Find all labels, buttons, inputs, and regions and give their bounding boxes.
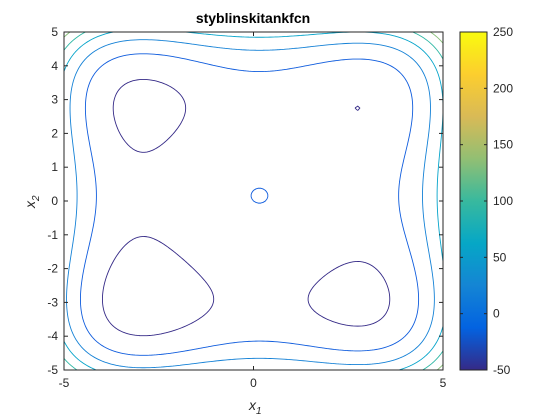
colorbar-tick-label: 250 [493, 25, 513, 39]
y-tick-label: 1 [51, 160, 58, 174]
colorbar-ticks: 250 200 150 100 50 0 -50 [460, 25, 513, 377]
contour-level-200 [64, 32, 443, 370]
colorbar [459, 31, 488, 371]
y-tick-label: -1 [47, 228, 58, 242]
y-tick-label: -2 [47, 262, 58, 276]
colorbar-tick-label: 200 [493, 81, 513, 95]
chart-title: styblinskitankfcn [196, 10, 310, 26]
colorbar-tick-label: 50 [493, 250, 507, 264]
y-tick-label: 2 [51, 126, 58, 140]
x-tick-label: 0 [250, 376, 257, 390]
contour-level-0 [79, 53, 420, 356]
colorbar-tick-label: 0 [493, 307, 500, 321]
contour-level-150 [64, 32, 443, 370]
y-tick-label: -4 [47, 329, 58, 343]
x-axis-ticks: -5 0 5 [59, 32, 447, 390]
x-tick-label: 5 [440, 376, 447, 390]
contour-level--50 [101, 79, 391, 337]
y-axis-ticks: 5 4 3 2 1 0 -1 -2 -3 -4 -5 [47, 25, 443, 377]
colorbar-tick-label: 150 [493, 138, 513, 152]
contour-level-50 [66, 39, 435, 369]
y-tick-label: -3 [47, 295, 58, 309]
colorbar-tick-label: 100 [493, 194, 513, 208]
y-tick-label: 0 [51, 194, 58, 208]
x-axis-label: x1 [248, 397, 262, 417]
y-axis-label: x2 [22, 195, 42, 209]
y-tick-label: 3 [51, 93, 58, 107]
y-tick-label: 5 [51, 25, 58, 39]
colorbar-tick-label: -50 [493, 363, 511, 377]
y-tick-label: -5 [47, 363, 58, 377]
x-tick-label: -5 [59, 376, 70, 390]
y-tick-label: 4 [51, 59, 58, 73]
